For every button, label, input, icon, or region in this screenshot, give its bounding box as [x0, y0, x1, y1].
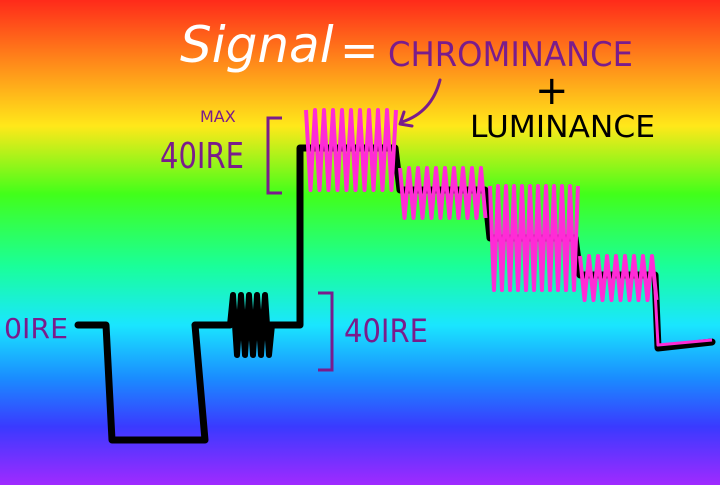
title-signal: Signal — [180, 16, 334, 74]
color-burst — [227, 292, 275, 358]
title-chrominance: CHROMINANCE — [388, 35, 633, 75]
chrominance-wave-step-3 — [488, 184, 580, 292]
title-luminance: LUMINANCE — [470, 110, 655, 145]
zero-ire-label: 0IRE — [4, 312, 68, 345]
chrominance-arrow — [400, 78, 442, 124]
title-plus: + — [535, 68, 569, 114]
luminance-trace-blanking — [74, 321, 234, 444]
burst-ire-label: 40IRE — [344, 312, 428, 350]
burst-bracket — [318, 291, 334, 372]
max-bracket — [266, 116, 282, 195]
chrominance-tail — [653, 289, 713, 347]
max-ire-label: 40IRE — [160, 136, 244, 177]
max-label: MAX — [200, 107, 236, 126]
chrominance-wave-step-4 — [578, 254, 659, 302]
title-equals: = — [340, 23, 379, 77]
chrominance-wave-step-1 — [304, 108, 398, 192]
chrominance-wave-step-2 — [398, 166, 488, 220]
arrow-head-icon — [398, 110, 414, 128]
